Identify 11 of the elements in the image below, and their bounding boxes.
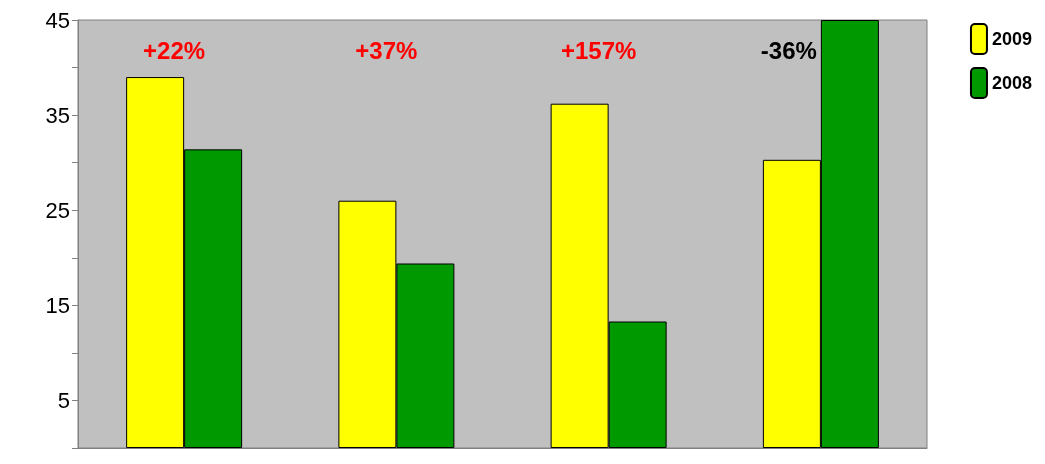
annotation: +37% — [355, 36, 418, 64]
annotation: +22% — [143, 36, 206, 64]
legend-label: 2009 — [991, 29, 1032, 49]
annotation: +157% — [560, 36, 637, 64]
y-tick-label: 45 — [45, 7, 70, 33]
y-tick-label: 15 — [45, 292, 70, 318]
annotation: -36% — [760, 36, 817, 64]
y-tick-label: 5 — [57, 387, 70, 413]
y-tick-label: 35 — [45, 102, 70, 128]
legend-label: 2008 — [991, 73, 1032, 93]
y-tick-label: 25 — [45, 197, 70, 223]
